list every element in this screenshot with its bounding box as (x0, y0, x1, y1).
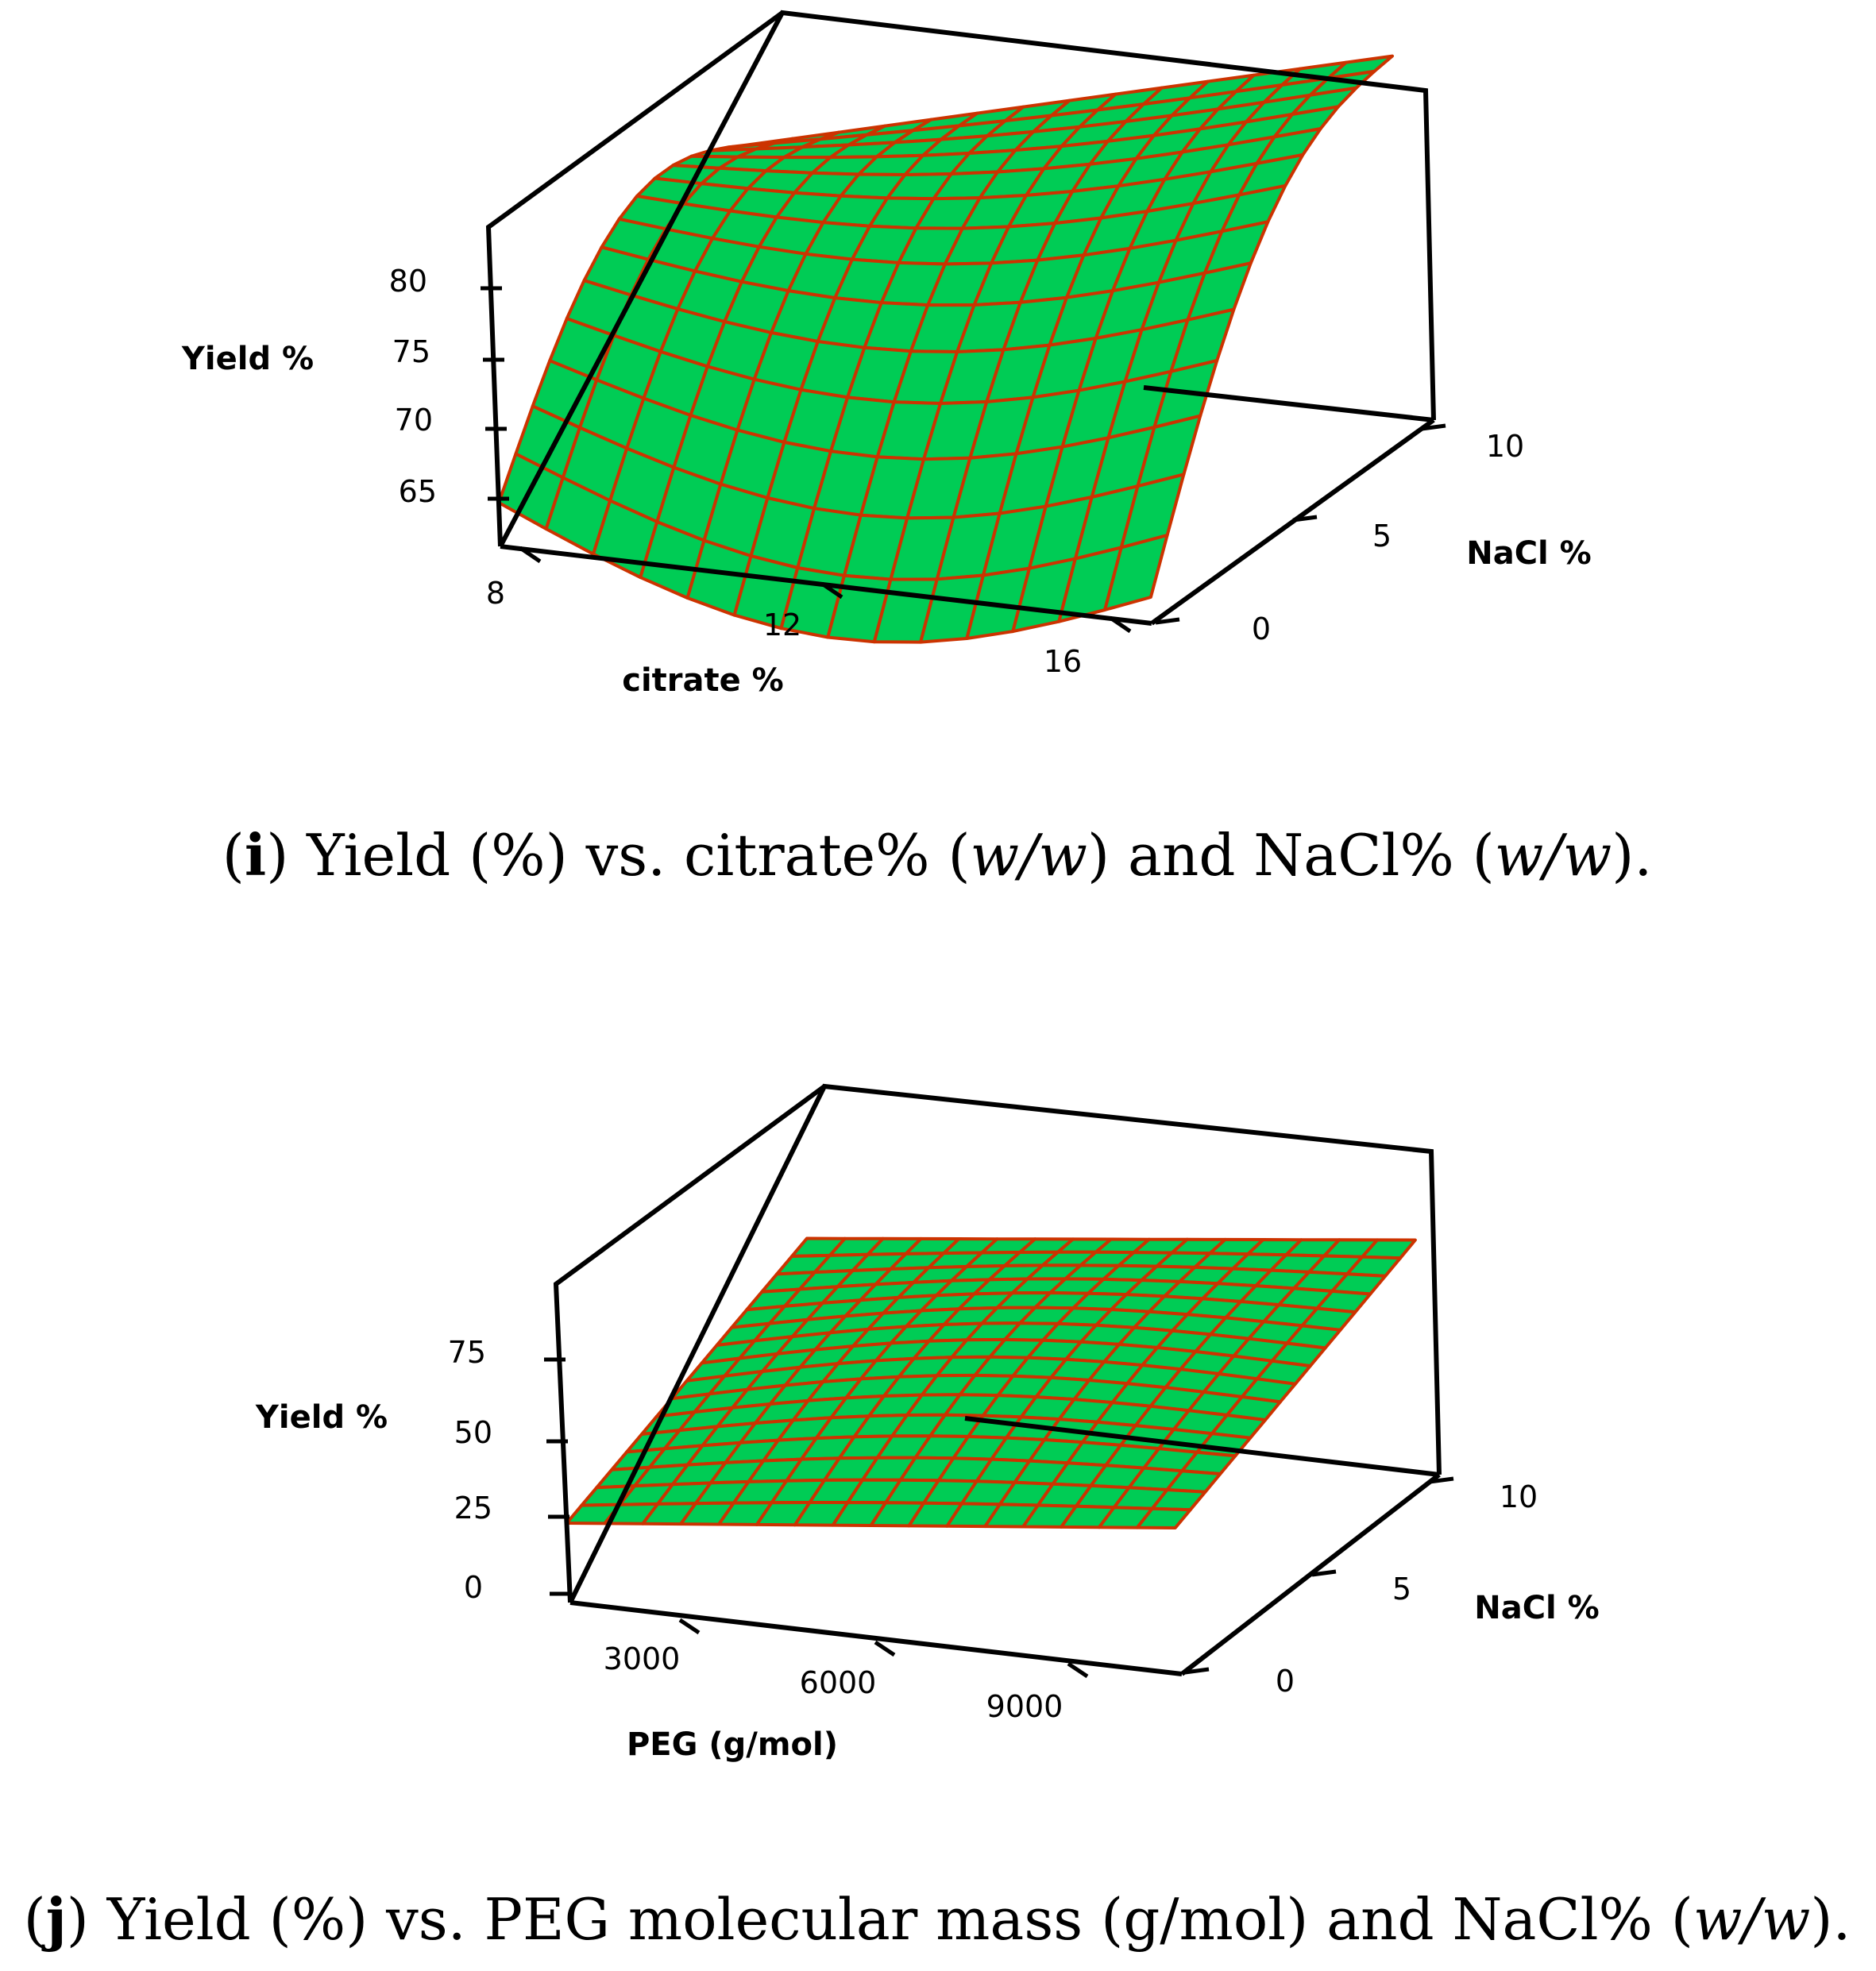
x-tick-label: 12 (763, 608, 801, 642)
surface-chart-j: 0 25 50 75 3000 6000 9000 0 5 10 Yield %… (24, 1083, 1851, 1953)
y-axis-line-i (1150, 418, 1435, 626)
caption-j: (j) Yield (%) vs. PEG molecular mass (g/… (24, 1885, 1851, 1953)
y-tick-label: 0 (1252, 611, 1271, 646)
surface-mesh-i (497, 54, 1394, 644)
y-tick-label: 5 (1372, 519, 1392, 554)
floor-back-line-j (964, 1416, 1440, 1477)
y-tick-label: 0 (1276, 1664, 1295, 1699)
z-axis-label: Yield % (255, 1399, 388, 1436)
surface-mesh-j (565, 1236, 1417, 1529)
x-tick-label: 16 (1044, 644, 1082, 679)
z-ticks-i (481, 286, 509, 501)
x-axis-label: citrate % (622, 662, 784, 699)
left-wall-lines-i (485, 10, 784, 547)
z-axis-label: Yield % (181, 341, 314, 377)
z-tick-label: 65 (399, 474, 437, 509)
y-ticks-j (1184, 1476, 1454, 1675)
y-axis-label: NaCl % (1474, 1590, 1600, 1626)
z-tick-label: 50 (454, 1415, 492, 1450)
y-axis-label: NaCl % (1466, 535, 1592, 572)
surface-chart-i: 65 70 75 80 8 12 16 0 5 10 Yield % citra… (181, 10, 1652, 889)
z-tick-label: 0 (464, 1570, 483, 1605)
y-tick-label: 10 (1486, 429, 1524, 464)
caption-i: (i) Yield (%) vs. citrate% (w/w) and NaC… (222, 821, 1652, 889)
x-ticks-i (519, 546, 1132, 634)
x-axis-line-j (569, 1600, 1183, 1676)
surface-facet (1103, 534, 1169, 611)
left-wall-lines-j (553, 1084, 826, 1603)
x-ticks-j (678, 1618, 1089, 1679)
back-box-lines-j (568, 1083, 1442, 1604)
z-tick-label: 80 (389, 264, 427, 299)
z-ticks-j (544, 1357, 571, 1596)
x-tick-label: 3000 (604, 1641, 681, 1676)
y-tick-label: 5 (1392, 1572, 1411, 1606)
y-ticks-i (1155, 423, 1446, 625)
z-tick-label: 25 (454, 1491, 492, 1526)
back-box-lines-i (498, 10, 1436, 548)
y-axis-line-j (1180, 1472, 1441, 1676)
x-tick-label: 8 (486, 576, 505, 611)
surface-facet (1135, 1506, 1192, 1529)
z-tick-label: 75 (448, 1335, 486, 1370)
x-tick-label: 6000 (800, 1665, 877, 1700)
y-tick-label: 10 (1500, 1479, 1538, 1514)
floor-back-line-i (1143, 385, 1434, 422)
x-tick-label: 9000 (986, 1689, 1063, 1724)
x-axis-label: PEG (g/mol) (627, 1726, 838, 1763)
z-tick-label: 75 (392, 334, 430, 369)
z-tick-label: 70 (395, 403, 433, 438)
